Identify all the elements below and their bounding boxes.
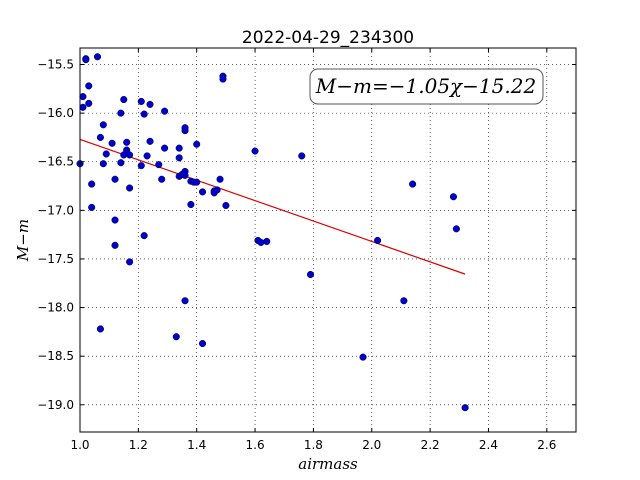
data-point <box>143 152 151 160</box>
data-point <box>175 144 183 152</box>
y-tick-label: −16.5 <box>37 155 74 169</box>
data-point <box>198 339 207 348</box>
data-point <box>88 203 96 211</box>
data-point <box>79 103 87 111</box>
data-point <box>306 270 315 279</box>
y-tick-label: −18.5 <box>37 349 74 363</box>
x-tick-label: 2.2 <box>421 438 440 452</box>
x-tick-label: 1.4 <box>187 438 206 452</box>
data-point <box>82 56 90 64</box>
data-point <box>99 121 107 129</box>
x-axis-label: airmass <box>298 455 358 473</box>
fit-line <box>79 138 466 275</box>
data-point <box>126 151 134 159</box>
data-point <box>96 325 104 333</box>
data-point <box>102 150 110 158</box>
data-point <box>158 175 166 183</box>
data-point <box>374 236 382 245</box>
y-tick-label: −17.5 <box>37 252 74 266</box>
data-point <box>452 225 460 233</box>
data-point <box>140 232 148 240</box>
data-point <box>193 140 201 148</box>
data-point <box>181 297 189 305</box>
data-point <box>140 110 148 118</box>
data-point <box>93 53 102 61</box>
fit-annotation: M−m=−1.05χ−15.22 <box>309 68 544 105</box>
data-point <box>222 201 230 210</box>
fit-annotation-text: M−m=−1.05χ−15.22 <box>315 74 536 98</box>
data-point <box>187 200 195 209</box>
chart-title: 2022-04-29_234300 <box>242 28 414 48</box>
data-point <box>85 82 93 90</box>
data-point <box>88 180 96 188</box>
grid-lines <box>79 48 576 432</box>
data-point <box>449 193 458 201</box>
data-point <box>359 353 367 361</box>
axis-ticks: 1.0 1.2 1.4 1.6 1.8 2.0 2.2 2.4 2.6 −15.5 −16.0 −16… <box>37 48 576 452</box>
data-point <box>409 180 417 188</box>
data-point <box>146 100 154 108</box>
fit-line-group <box>79 138 466 275</box>
x-tick-label: 1.6 <box>246 438 265 452</box>
x-tick-label: 2.4 <box>479 438 498 452</box>
x-tick-label: 1.8 <box>304 438 323 452</box>
data-point <box>137 97 145 106</box>
data-point <box>146 137 154 145</box>
fit-annotation-box <box>309 68 544 105</box>
data-point <box>79 93 87 101</box>
x-tick-label: 2.0 <box>362 438 381 452</box>
y-axis-label: M−m <box>14 219 32 262</box>
data-point <box>298 152 306 160</box>
data-point <box>198 188 207 196</box>
data-point <box>120 95 128 104</box>
data-point <box>108 139 116 147</box>
y-tick-label: −15.5 <box>37 58 74 72</box>
data-point <box>111 241 119 249</box>
data-point <box>193 178 201 186</box>
data-point <box>111 216 119 224</box>
data-point <box>96 133 104 141</box>
y-tick-label: −16.0 <box>37 106 74 120</box>
data-point <box>111 175 119 183</box>
data-point <box>461 404 469 412</box>
x-tick-label: 1.2 <box>129 438 148 452</box>
data-point <box>181 171 189 179</box>
y-tick-label: −18.0 <box>37 301 74 315</box>
data-point <box>99 160 107 168</box>
data-point <box>172 333 180 341</box>
data-point <box>137 162 145 170</box>
data-point <box>126 258 134 266</box>
y-tick-label: −19.0 <box>37 398 74 412</box>
plot-frame <box>79 47 577 433</box>
data-point <box>181 124 189 132</box>
data-point <box>400 297 408 305</box>
data-point <box>123 138 131 146</box>
data-point <box>117 159 125 167</box>
data-point <box>161 144 169 152</box>
data-point <box>213 186 221 194</box>
data-point <box>155 161 163 169</box>
data-point <box>251 147 259 155</box>
x-tick-label: 1.0 <box>70 438 89 452</box>
data-point <box>219 75 227 83</box>
data-point <box>85 99 93 107</box>
data-point <box>257 238 265 246</box>
data-point <box>216 175 224 183</box>
data-point <box>161 107 169 115</box>
data-point <box>126 184 134 192</box>
data-point <box>117 109 125 117</box>
data-points <box>76 53 469 412</box>
data-point <box>175 154 183 162</box>
y-tick-label: −17.0 <box>37 203 74 217</box>
x-tick-label: 2.6 <box>537 438 556 452</box>
data-point <box>263 237 271 246</box>
